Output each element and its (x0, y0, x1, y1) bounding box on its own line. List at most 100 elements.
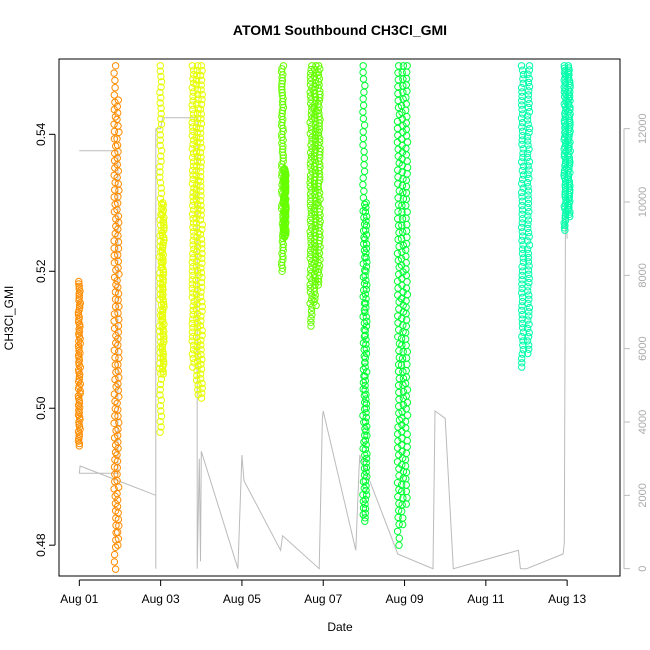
data-point (160, 223, 168, 232)
data-point (111, 76, 119, 85)
data-point (196, 230, 205, 239)
data-point (110, 558, 119, 566)
data-point (394, 513, 402, 522)
data-point (307, 314, 315, 323)
data-point (363, 368, 371, 376)
data-point (159, 355, 167, 363)
data-point (394, 76, 402, 84)
altitude-track-layer (78, 117, 568, 570)
data-point (560, 62, 568, 70)
data-point (189, 263, 197, 271)
data-point (157, 115, 165, 123)
data-point (399, 514, 407, 522)
data-point (197, 375, 205, 383)
data-point (75, 285, 83, 293)
data-point (394, 235, 402, 244)
data-point (156, 402, 165, 410)
data-point (157, 375, 166, 383)
data-point (156, 380, 165, 389)
data-point (362, 304, 370, 312)
data-point (525, 270, 533, 278)
data-point (361, 363, 369, 371)
data-point (361, 81, 369, 90)
data-point (403, 278, 411, 286)
data-point (189, 223, 197, 232)
data-point (397, 481, 406, 489)
data-point (361, 495, 369, 504)
y2-axis: 0 2000 4000 6000 8000 10000 12000 (623, 113, 649, 572)
data-point (110, 324, 119, 333)
data-point (157, 109, 165, 118)
data-point (518, 105, 526, 114)
data-point (198, 144, 206, 152)
data-point (525, 295, 533, 303)
data-point (524, 283, 532, 291)
data-point (198, 225, 206, 234)
data-point (524, 220, 532, 228)
data-point (525, 241, 534, 249)
data-point (361, 308, 369, 317)
data-point (157, 189, 166, 198)
y-axis: 0.48 0.50 0.52 0.54 (34, 122, 56, 557)
data-point (75, 280, 83, 288)
data-point (160, 226, 168, 234)
data-point (196, 168, 205, 176)
data-point (525, 99, 533, 108)
data-point (188, 328, 197, 336)
data-point (160, 338, 168, 346)
data-point (157, 104, 165, 113)
data-point (564, 175, 573, 184)
data-point (115, 354, 123, 362)
data-point (75, 368, 83, 376)
data-point (188, 118, 196, 127)
data-point (359, 101, 368, 110)
data-point (363, 473, 371, 481)
data-point (74, 318, 83, 326)
data-point (519, 254, 527, 262)
data-point (525, 166, 533, 174)
data-point (193, 119, 202, 127)
data-point (394, 96, 402, 105)
data-point (394, 423, 402, 431)
data-point (519, 145, 527, 153)
data-point (114, 244, 123, 253)
data-point (193, 90, 202, 99)
data-point (156, 125, 164, 134)
data-point (197, 81, 206, 89)
data-point (524, 266, 533, 274)
data-point (519, 171, 528, 179)
data-point (561, 217, 570, 225)
data-point (192, 195, 200, 203)
data-point (397, 102, 406, 110)
data-point (157, 412, 166, 420)
data-point (157, 94, 165, 102)
data-point (196, 196, 205, 205)
data-point (196, 177, 205, 186)
data-point (156, 88, 164, 97)
data-point (160, 360, 168, 368)
data-point (402, 354, 411, 362)
data-point (312, 117, 320, 126)
data-point (394, 194, 402, 202)
data-point (395, 326, 403, 334)
data-point (75, 292, 84, 300)
data-point (192, 190, 200, 199)
data-point (159, 370, 167, 378)
data-point (156, 67, 165, 75)
data-point (397, 135, 406, 143)
data-point (110, 91, 119, 99)
data-point (362, 463, 371, 472)
data-point (524, 91, 533, 99)
data-point (403, 68, 411, 76)
data-point (156, 62, 165, 70)
data-point (362, 459, 370, 467)
data-point (525, 320, 533, 328)
data-point (524, 212, 532, 220)
data-point (524, 78, 533, 87)
data-point (196, 71, 205, 80)
data-point (306, 179, 314, 187)
data-point (157, 147, 166, 155)
data-point (189, 363, 197, 371)
data-point (193, 100, 201, 108)
data-point (361, 514, 369, 522)
